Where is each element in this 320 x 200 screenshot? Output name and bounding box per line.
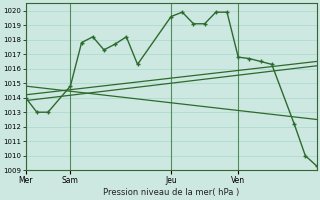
X-axis label: Pression niveau de la mer( hPa ): Pression niveau de la mer( hPa ) xyxy=(103,188,239,197)
